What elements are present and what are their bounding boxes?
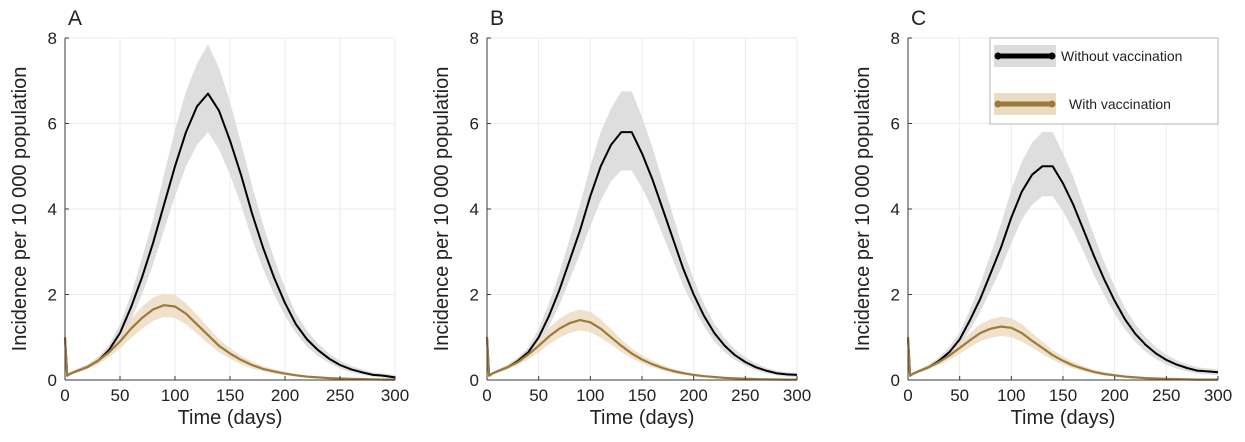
x-tick-label: 0 bbox=[482, 386, 491, 405]
x-tick-label: 200 bbox=[271, 386, 299, 405]
y-tick-label: 4 bbox=[470, 200, 479, 219]
panel-c: 0 50 100 150 200 250 300 0 2 4 6 8 Time (days) Incide… bbox=[852, 7, 1232, 429]
y-tick-label: 8 bbox=[48, 29, 57, 48]
with-vaccination-line bbox=[485, 319, 797, 381]
y-tick-label: 2 bbox=[470, 286, 479, 305]
legend: Without vaccination With vaccination bbox=[989, 37, 1219, 125]
x-tick-label: 150 bbox=[628, 386, 656, 405]
x-tick-label: 150 bbox=[216, 386, 244, 405]
x-tick-label: 300 bbox=[381, 386, 409, 405]
panel-label: C bbox=[911, 7, 926, 30]
x-tick-label: 100 bbox=[161, 386, 189, 405]
y-tick-label: 4 bbox=[48, 200, 57, 219]
x-tick-label: 50 bbox=[529, 386, 548, 405]
x-tick-label: 150 bbox=[1049, 386, 1077, 405]
y-tick-label: 4 bbox=[891, 200, 900, 219]
y-tick-label: 8 bbox=[470, 29, 479, 48]
y-tick-label: 0 bbox=[470, 371, 479, 390]
x-tick-label: 300 bbox=[1204, 386, 1232, 405]
x-tick-label: 100 bbox=[576, 386, 604, 405]
x-tick-label: 0 bbox=[60, 386, 69, 405]
y-tick-label: 6 bbox=[470, 115, 479, 134]
panel-label: B bbox=[490, 7, 504, 30]
with-vaccination-band bbox=[908, 316, 1218, 380]
x-tick-label: 0 bbox=[903, 386, 912, 405]
x-axis-title: Time (days) bbox=[178, 407, 283, 429]
y-tick-label: 0 bbox=[891, 371, 900, 390]
without-vaccination-band bbox=[908, 132, 1218, 377]
x-tick-label: 250 bbox=[326, 386, 354, 405]
legend-marker bbox=[994, 52, 1002, 60]
legend-entry-label: With vaccination bbox=[1069, 96, 1171, 112]
y-tick-label: 2 bbox=[891, 286, 900, 305]
y-axis-title: Incidence per 10 000 population bbox=[852, 67, 874, 352]
x-tick-label: 50 bbox=[950, 386, 969, 405]
x-tick-label: 50 bbox=[111, 386, 130, 405]
with-vaccination-band bbox=[65, 293, 395, 380]
x-tick-label: 100 bbox=[997, 386, 1025, 405]
x-tick-label: 250 bbox=[1152, 386, 1180, 405]
y-tick-label: 0 bbox=[48, 371, 57, 390]
legend-marker bbox=[994, 100, 1002, 108]
x-axis-title: Time (days) bbox=[1011, 407, 1116, 429]
y-tick-label: 6 bbox=[48, 115, 57, 134]
x-tick-label: 200 bbox=[679, 386, 707, 405]
x-axis-title: Time (days) bbox=[590, 407, 695, 429]
legend-marker bbox=[1048, 52, 1056, 60]
legend-marker bbox=[1048, 100, 1056, 108]
panel-a: 0 50 100 150 200 250 300 0 2 4 6 8 Time (days) Incide… bbox=[9, 7, 409, 429]
without-vaccination-line bbox=[907, 165, 1219, 377]
y-tick-label: 6 bbox=[891, 115, 900, 134]
y-tick-label: 8 bbox=[891, 29, 900, 48]
x-tick-label: 200 bbox=[1100, 386, 1128, 405]
y-axis-title: Incidence per 10 000 population bbox=[9, 67, 31, 352]
panel-label: A bbox=[68, 7, 82, 30]
without-vaccination-band bbox=[65, 44, 395, 380]
y-tick-label: 2 bbox=[48, 286, 57, 305]
x-tick-label: 300 bbox=[783, 386, 811, 405]
y-axis-title: Incidence per 10 000 population bbox=[431, 67, 453, 352]
x-tick-label: 250 bbox=[731, 386, 759, 405]
without-vaccination-line bbox=[486, 131, 798, 377]
without-vaccination-band bbox=[487, 91, 797, 378]
with-vaccination-line bbox=[906, 325, 1218, 381]
with-vaccination-line bbox=[63, 304, 395, 381]
panel-b: 0 50 100 150 200 250 300 0 2 4 6 8 Time (days) Incide… bbox=[431, 7, 811, 429]
legend-entry-label: Without vaccination bbox=[1061, 48, 1182, 64]
